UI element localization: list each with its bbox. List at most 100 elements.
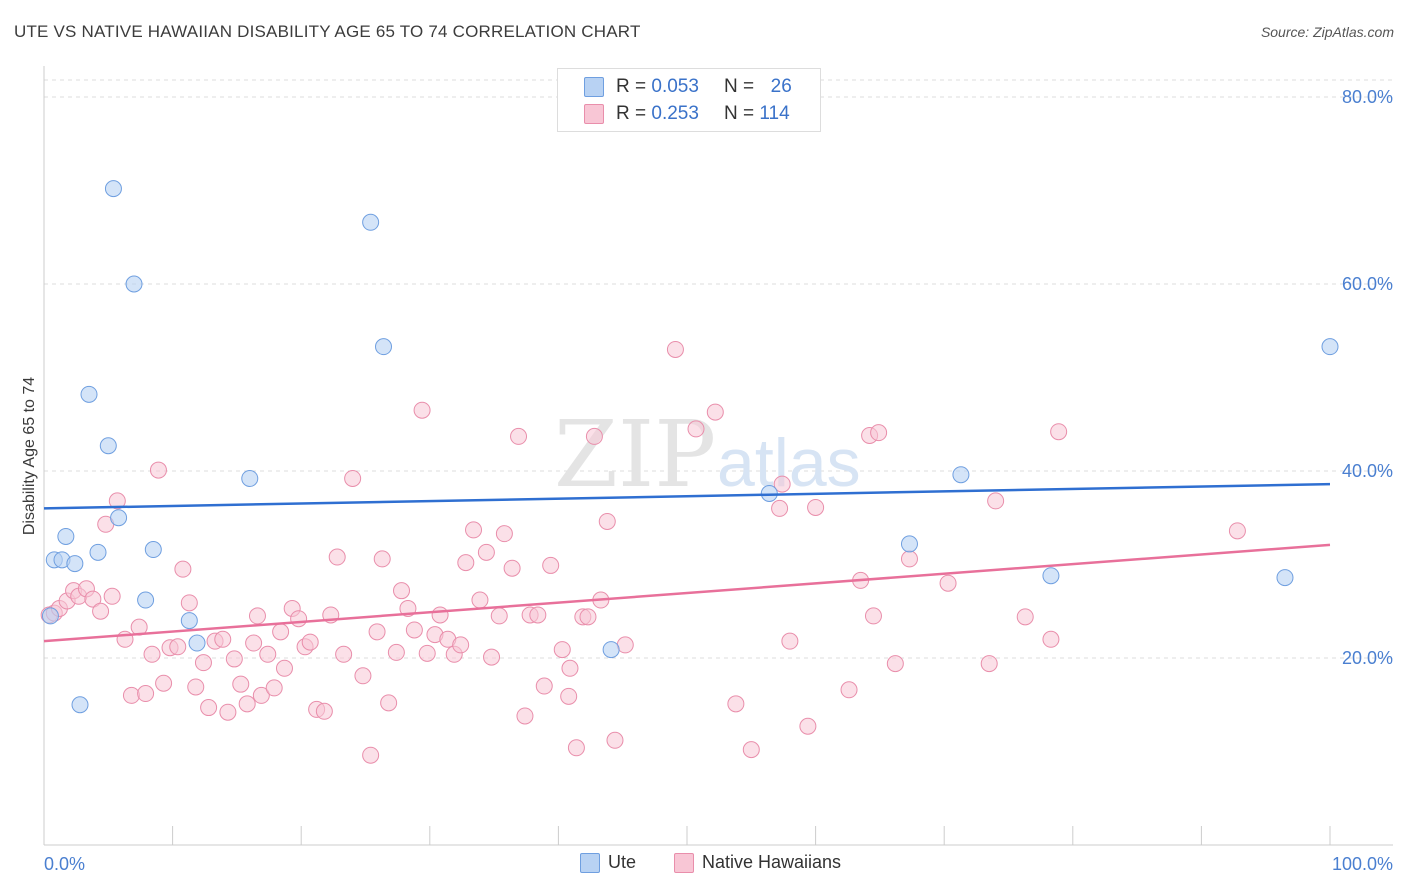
native-hawaiian-point (465, 521, 483, 539)
native-hawaiian-point (535, 677, 553, 695)
native-hawaiian-point (807, 498, 825, 516)
native-hawaiian-point (490, 607, 508, 625)
native-hawaiian-point (354, 667, 372, 685)
axes-layer (43, 66, 1393, 846)
native-hawaiian-point (387, 643, 405, 661)
native-hawaiian-point (108, 492, 126, 510)
native-hawaiian-point (567, 739, 585, 757)
native-hawaiian-point (252, 686, 270, 704)
ute-point (952, 466, 970, 484)
native-hawaiian-point (232, 675, 250, 693)
native-hawaiian-point (773, 475, 791, 493)
ute-point (66, 555, 84, 573)
y-axis-label: Disability Age 65 to 74 (21, 377, 38, 535)
native-hawaiian-point (225, 650, 243, 668)
native-hawaiian-point (727, 695, 745, 713)
native-hawaiian-point (200, 699, 218, 717)
y-tick-labels: 20.0% 40.0% 60.0% 80.0% (1342, 87, 1393, 668)
legend-n-label: N = (723, 76, 755, 97)
native-hawaiian-point (616, 636, 634, 654)
y-tick-label: 20.0% (1342, 648, 1393, 668)
y-tick-label: 40.0% (1342, 461, 1393, 481)
native-hawaiian-point (272, 623, 290, 641)
native-hawaiian-point (870, 424, 888, 442)
native-hawaiian-point (265, 679, 283, 697)
legend-row-ute: R = 0.053 N = 26 (584, 75, 792, 99)
legend-row-native-hawaiians: R = 0.253 N = 114 (584, 102, 790, 126)
ute-point (188, 634, 206, 652)
ute-point (110, 509, 128, 527)
native-hawaiian-point (248, 607, 266, 625)
native-hawaiian-point (980, 655, 998, 673)
native-hawaiian-point (510, 427, 528, 445)
native-hawaiian-point (1042, 630, 1060, 648)
native-hawaiian-point (471, 591, 489, 609)
legend-r-label: R = (616, 76, 647, 97)
ute-point (180, 612, 198, 630)
native-hawaiian-point (328, 548, 346, 566)
ute-point (375, 338, 393, 356)
native-hawaiian-point (174, 560, 192, 578)
native-hawaiian-point (180, 594, 198, 612)
y-tick-label: 80.0% (1342, 87, 1393, 107)
native-hawaiian-point (315, 702, 333, 720)
ute-point (144, 541, 162, 559)
legend-n-label: N = (723, 103, 755, 124)
bottom-legend-ute: Ute (580, 852, 636, 873)
legend-n-value: 26 (770, 76, 792, 97)
native-hawaiian-swatch (584, 104, 604, 124)
native-hawaiian-swatch (674, 852, 694, 873)
bottom-legend-native-hawaiians-label: Native Hawaiians (702, 852, 842, 872)
native-hawaiian-point (413, 401, 431, 419)
native-hawaiian-point (799, 717, 817, 735)
native-hawaiian-point (362, 746, 380, 764)
ute-point (57, 527, 75, 545)
native-hawaiian-point (553, 641, 571, 659)
native-hawaiian-point (259, 645, 277, 663)
native-hawaiian-point (143, 645, 161, 663)
ute-swatch (580, 852, 600, 873)
ute-point (362, 213, 380, 231)
native-hawaiian-point (169, 638, 187, 656)
bottom-legend-native-hawaiians: Native Hawaiians (674, 852, 841, 873)
bottom-legend-ute-label: Ute (608, 852, 637, 872)
native-hawaiian-point (290, 610, 308, 628)
source-credit: Source: ZipAtlas.com (1260, 24, 1394, 40)
native-hawaiian-point (900, 550, 918, 568)
ute-point (1042, 567, 1060, 585)
ute-point (104, 180, 122, 198)
legend-r-value: 0.253 (651, 103, 699, 124)
native-hawaiian-point (418, 644, 436, 662)
ute-swatch (584, 77, 604, 97)
native-hawaiian-point (92, 602, 110, 620)
watermark-atlas: atlas (717, 425, 861, 501)
native-hawaiian-point (1016, 608, 1034, 626)
native-hawaiian-point (275, 659, 293, 677)
native-hawaiian-point (742, 741, 760, 759)
legend-n-value: 114 (759, 103, 790, 124)
native-hawaiian-point (452, 636, 470, 654)
native-hawaiian-point (516, 707, 534, 725)
native-hawaiian-point (155, 674, 173, 692)
grid-layer (44, 79, 1393, 659)
native-hawaiian-point (477, 543, 495, 561)
native-hawaiian-point (405, 621, 423, 639)
ute-point (1276, 569, 1294, 587)
native-hawaiian-point (579, 608, 597, 626)
native-hawaiian-point (431, 606, 449, 624)
native-hawaiian-point (137, 685, 155, 703)
native-hawaiian-point (219, 703, 237, 721)
native-hawaiian-point (368, 623, 386, 641)
native-hawaiian-point (598, 512, 616, 530)
stats-legend: R = 0.053 N = 26 R = 0.253 N = 114 (557, 68, 821, 132)
ute-trend-line (43, 482, 1331, 510)
native-hawaiian-point (373, 550, 391, 568)
native-hawaiian-point (1050, 423, 1068, 441)
native-hawaiian-trend-line (43, 543, 1331, 643)
ute-point (241, 469, 259, 487)
native-hawaiian-point (194, 654, 212, 672)
native-hawaiian-point (706, 403, 724, 421)
native-hawaiian-point (687, 420, 705, 438)
native-hawaiian-point (122, 686, 140, 704)
